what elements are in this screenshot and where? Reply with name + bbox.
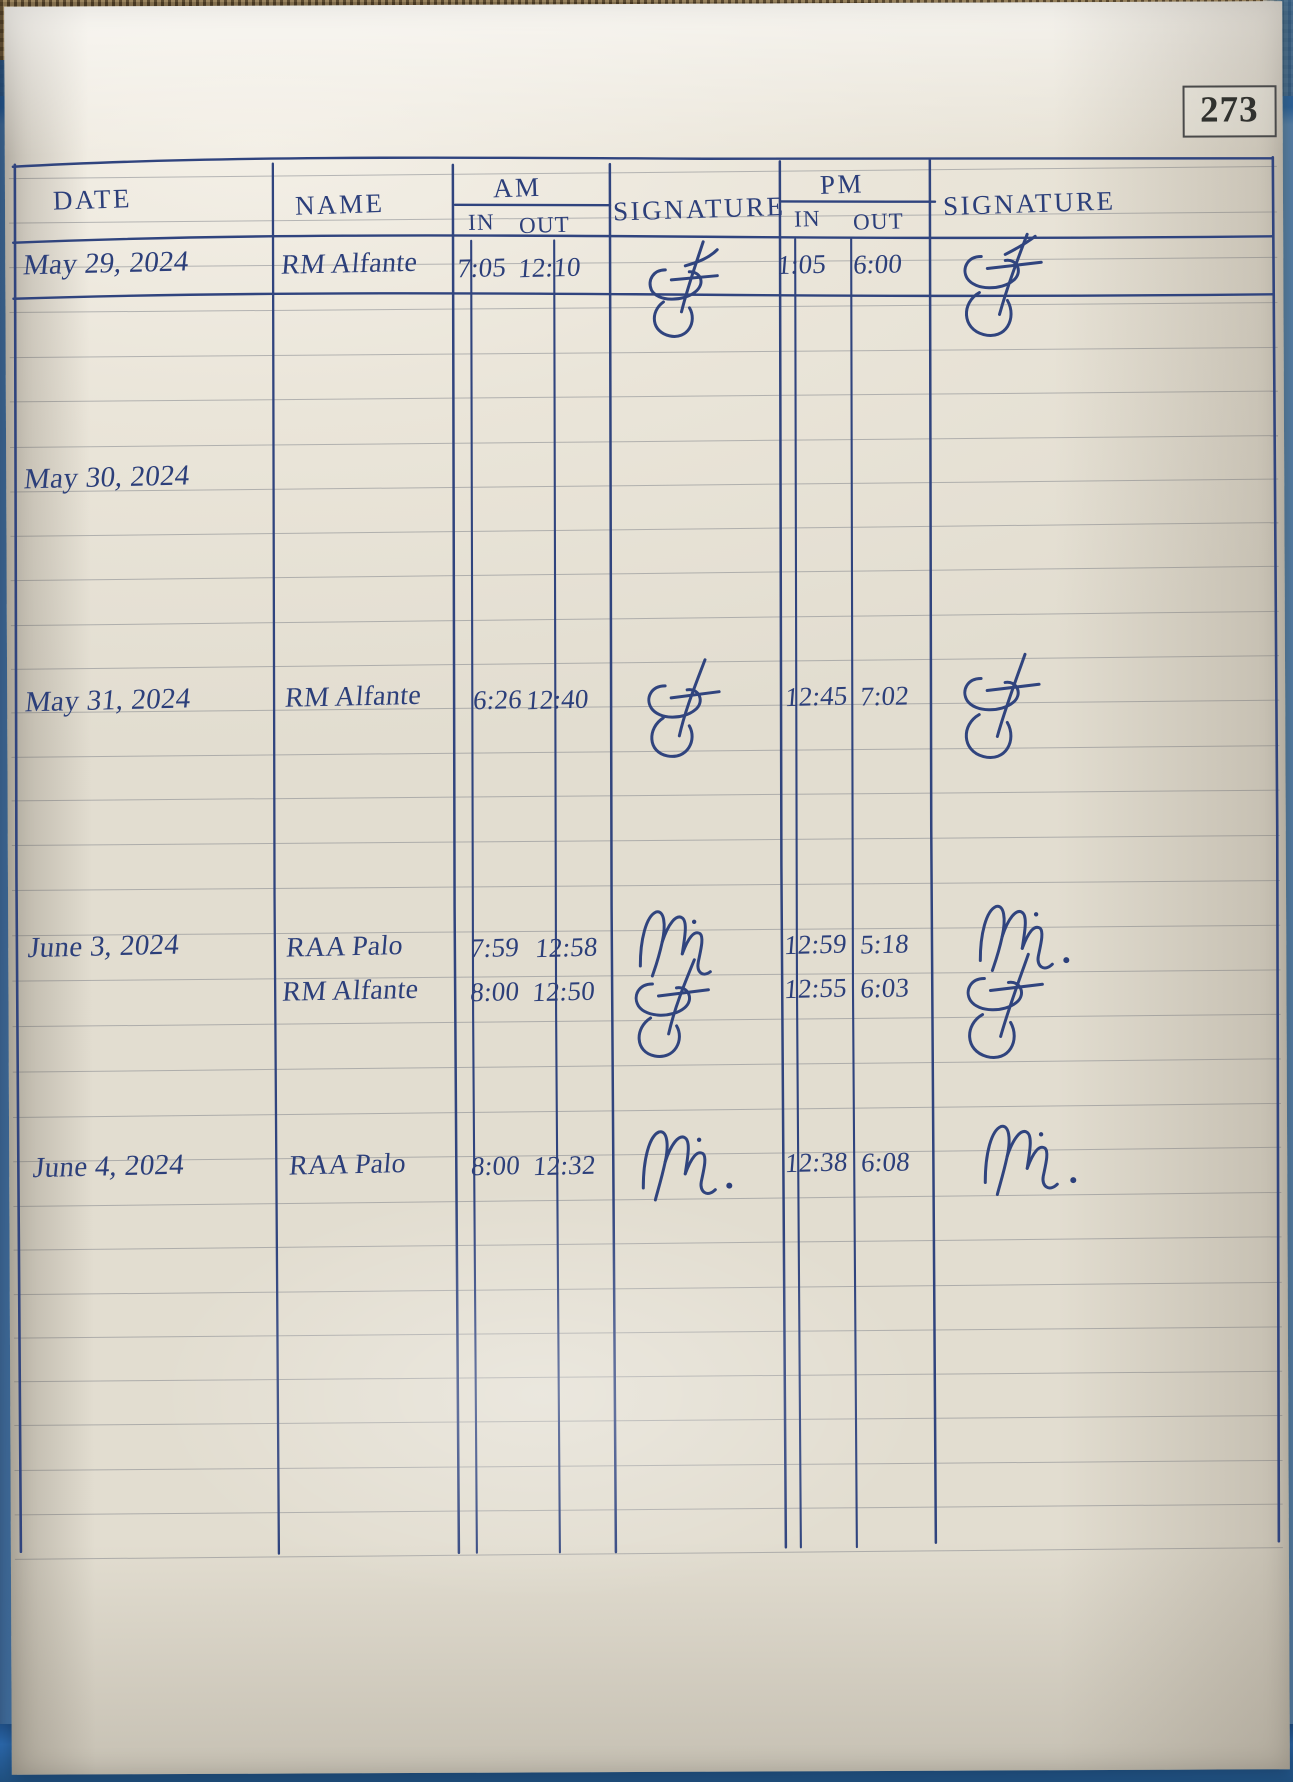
table-row-am-in: 8:00 bbox=[470, 1150, 522, 1182]
table-row-name: RAA Palo bbox=[285, 930, 405, 964]
table-row-am-out: 12:58 bbox=[534, 931, 600, 964]
logbook-page: 273 bbox=[4, 1, 1290, 1775]
column-header-pm: PM bbox=[819, 168, 865, 200]
table-row-am-signature bbox=[648, 240, 719, 338]
table-row-pm-out: 6:00 bbox=[852, 248, 904, 280]
column-header-am-out: OUT bbox=[518, 211, 571, 239]
table-row-pm-out: 6:03 bbox=[859, 972, 911, 1004]
table-row-am-out: 12:40 bbox=[525, 683, 590, 716]
table-row-pm-signature bbox=[963, 232, 1043, 337]
table-row-date: May 30, 2024 bbox=[22, 459, 192, 496]
table-row-am-out: 12:32 bbox=[532, 1149, 597, 1182]
column-header-am-signature: SIGNATURE bbox=[612, 190, 786, 227]
table-row-am-in: 8:00 bbox=[469, 976, 521, 1008]
table-row-am-out: 12:50 bbox=[531, 975, 597, 1008]
table-row-am-signature bbox=[638, 910, 712, 978]
table-row-name: RM Alfante bbox=[280, 246, 419, 281]
table-row-am-signature bbox=[634, 958, 710, 1058]
table-row-pm-in: 1:05 bbox=[776, 248, 828, 280]
handdrawn-table-grid bbox=[11, 155, 1281, 1555]
column-header-name: NAME bbox=[294, 187, 385, 221]
table-row-am-out: 12:10 bbox=[517, 251, 583, 284]
table-row-pm-out: 7:02 bbox=[859, 680, 911, 712]
table-row-pm-signature bbox=[983, 1124, 1077, 1196]
table-row-name: RM Alfante bbox=[283, 679, 423, 714]
table-row-am-in: 7:59 bbox=[469, 932, 521, 964]
table-row-pm-signature bbox=[963, 652, 1041, 759]
column-header-pm-out: OUT bbox=[852, 208, 905, 235]
table-row-am-in: 7:05 bbox=[456, 252, 508, 284]
column-header-am-in: IN bbox=[467, 209, 496, 236]
table-row-pm-in: 12:45 bbox=[784, 680, 849, 713]
table-row-am-signature bbox=[647, 658, 721, 758]
column-header-pm-signature: SIGNATURE bbox=[942, 185, 1116, 222]
table-row-date: May 31, 2024 bbox=[23, 682, 193, 719]
table-row-date: June 3, 2024 bbox=[26, 928, 181, 965]
column-header-date: DATE bbox=[52, 183, 133, 216]
table-row-date: June 4, 2024 bbox=[31, 1148, 186, 1185]
table-row-name: RAA Palo bbox=[287, 1148, 408, 1182]
table-row-pm-in: 12:55 bbox=[783, 972, 849, 1005]
table-row-pm-out: 6:08 bbox=[860, 1146, 912, 1178]
table-row-name: RM Alfante bbox=[281, 973, 420, 1008]
table-row-am-signature bbox=[641, 1130, 733, 1202]
table-row-pm-out: 5:18 bbox=[859, 928, 911, 960]
table-row-pm-signature bbox=[978, 904, 1070, 972]
column-header-am: AM bbox=[492, 171, 542, 204]
column-header-pm-in: IN bbox=[793, 205, 822, 232]
table-row-pm-in: 12:59 bbox=[783, 928, 848, 961]
table-row-am-in: 6:26 bbox=[472, 683, 524, 716]
table-row-pm-signature bbox=[966, 952, 1044, 1059]
table-row-date: May 29, 2024 bbox=[21, 245, 191, 282]
table-row-pm-in: 12:38 bbox=[784, 1146, 849, 1179]
